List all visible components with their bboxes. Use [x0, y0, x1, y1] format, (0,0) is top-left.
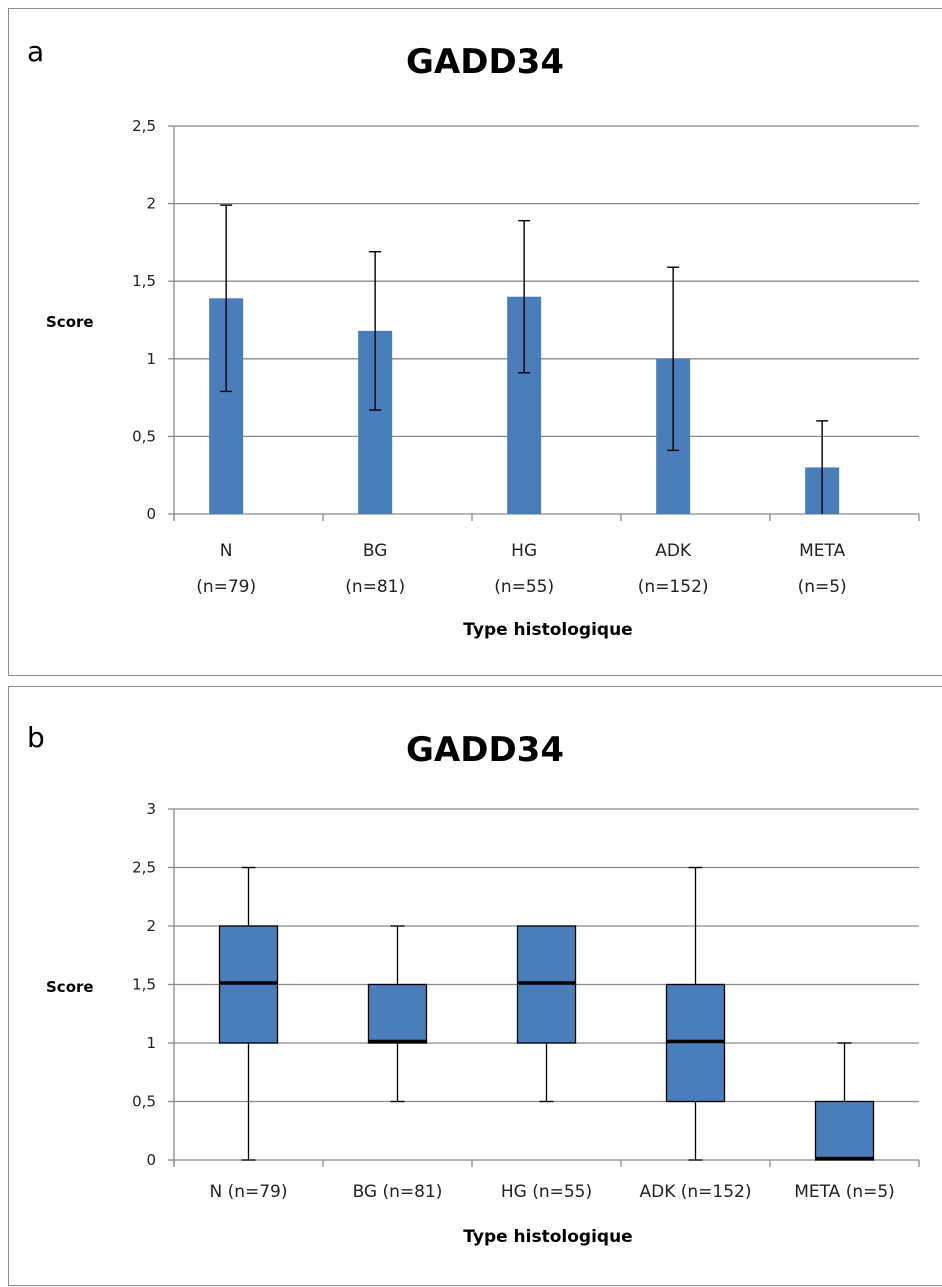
x-category-label: ADK (n=152): [639, 1182, 751, 1202]
y-tick-label: 1: [146, 350, 156, 368]
y-tick-label: 2,5: [132, 117, 156, 135]
x-category-label: META: [799, 541, 845, 561]
x-category-count: (n=55): [494, 577, 554, 597]
chart-panel-a: a GADD34 0 0,5 1 1,5 2 2,5 N (n=79) BG (n=81) HG (n=5…: [8, 8, 942, 676]
y-tick-label: 2: [146, 195, 156, 213]
bar-chart-svg: a GADD34 0 0,5 1 1,5 2 2,5 N (n=79) BG (n=81) HG (n=5…: [27, 35, 920, 640]
y-axis-label: Score: [46, 978, 94, 996]
chart-panel-b: b GADD34 0 0,5 1 1,5 2 2,5 3 N (n=79) BG (n=81) HG …: [8, 686, 942, 1286]
x-category-count: (n=5): [798, 577, 847, 597]
panel-letter: b: [27, 721, 45, 754]
y-tick-label: 0: [146, 505, 156, 523]
x-category-count: (n=79): [196, 577, 256, 597]
boxplot-chart-svg: b GADD34 0 0,5 1 1,5 2 2,5 3 N (n=79) BG (n=81) HG …: [27, 721, 920, 1247]
y-tick-label: 2,5: [132, 859, 156, 877]
y-tick-label: 1,5: [132, 272, 156, 290]
y-tick-label: 3: [146, 800, 156, 818]
y-tick-label: 0,5: [132, 427, 156, 445]
x-category-count: (n=152): [638, 577, 709, 597]
x-category-count: (n=81): [345, 577, 405, 597]
box: [814, 1100, 875, 1161]
x-category-label: HG (n=55): [501, 1182, 592, 1202]
y-tick-label: 0,5: [132, 1093, 156, 1111]
y-tick-label: 0: [146, 1151, 156, 1169]
chart-title: GADD34: [406, 730, 564, 770]
y-tick-label: 1,5: [132, 976, 156, 994]
y-tick-label: 1: [146, 1034, 156, 1052]
x-category-label: ADK: [655, 541, 692, 561]
y-axis-label: Score: [46, 313, 94, 331]
x-axis-label: Type histologique: [463, 620, 632, 640]
x-axis-label: Type histologique: [463, 1227, 632, 1247]
panel-letter: a: [27, 35, 44, 68]
x-category-label: BG (n=81): [353, 1182, 443, 1202]
box: [367, 983, 428, 1044]
x-category-label: HG: [511, 541, 537, 561]
x-category-label: N (n=79): [209, 1182, 287, 1202]
x-category-label: N: [220, 541, 233, 561]
chart-title: GADD34: [406, 42, 564, 82]
x-category-label: META (n=5): [794, 1182, 895, 1202]
y-tick-label: 2: [146, 917, 156, 935]
x-category-label: BG: [363, 541, 388, 561]
